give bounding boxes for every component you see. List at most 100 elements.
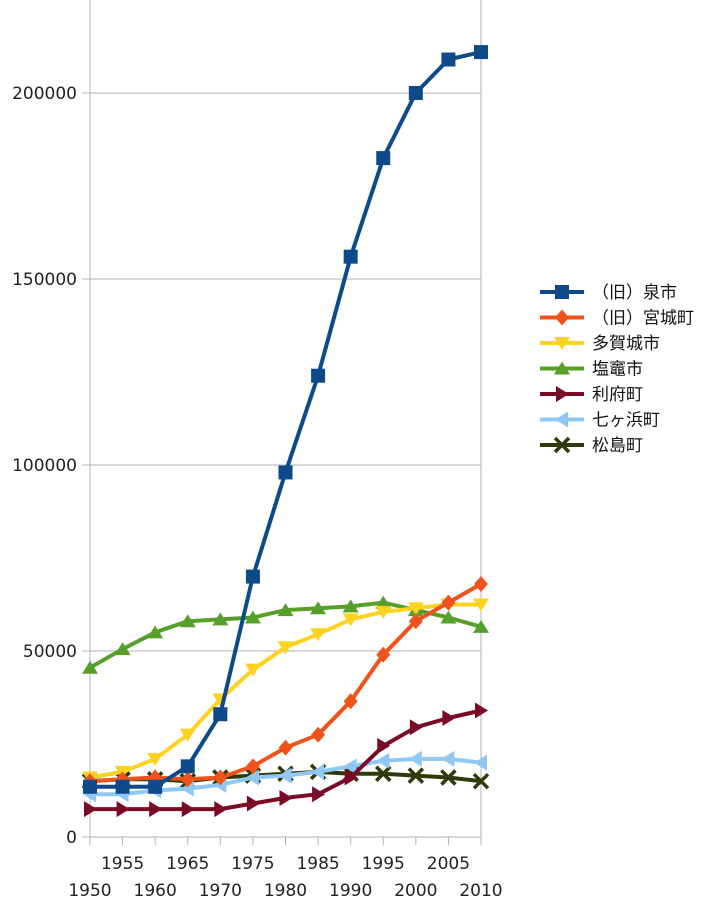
- x-tick-label: 1965: [166, 854, 209, 874]
- data-point: [474, 576, 488, 593]
- data-point: [441, 750, 455, 767]
- data-point: [311, 763, 325, 780]
- data-point: [376, 646, 391, 663]
- y-tick-label: 0: [66, 828, 77, 848]
- x-tick-label: 1960: [134, 881, 177, 901]
- data-point: [278, 739, 293, 756]
- data-point: [310, 628, 327, 642]
- data-point: [213, 769, 228, 786]
- data-point: [277, 603, 294, 617]
- axes: [82, 0, 482, 845]
- legend-label: 松島町: [592, 436, 643, 456]
- data-point: [147, 752, 164, 766]
- legend-item: （旧）泉市: [540, 283, 677, 303]
- data-point: [343, 249, 358, 264]
- data-point: [441, 594, 456, 611]
- legend-label: 七ヶ浜町: [592, 411, 660, 431]
- x-axis-tick-labels: 1955 1965 1975 1985 1995 2005 1950 1960 1970 1980…: [68, 854, 502, 901]
- series-5: [84, 702, 488, 818]
- data-point: [375, 765, 392, 782]
- data-point: [213, 707, 228, 722]
- data-point: [311, 726, 326, 743]
- data-point: [377, 737, 391, 754]
- data-point: [473, 598, 489, 612]
- data-point: [375, 605, 392, 619]
- series-3: [82, 598, 489, 785]
- data-point: [409, 719, 423, 736]
- data-point: [473, 619, 489, 633]
- data-point: [440, 769, 457, 786]
- data-point: [278, 465, 293, 480]
- x-tick-label: 2000: [394, 881, 437, 901]
- data-point: [311, 368, 326, 383]
- legend-marker: [556, 386, 569, 402]
- data-point: [181, 801, 195, 818]
- data-point: [342, 599, 359, 613]
- y-tick-label: 150000: [12, 270, 77, 290]
- data-point: [475, 702, 488, 719]
- data-point: [408, 613, 423, 630]
- data-point: [474, 45, 488, 60]
- data-point: [343, 758, 357, 775]
- data-point: [212, 612, 229, 626]
- data-point: [147, 625, 164, 639]
- data-point: [84, 801, 97, 818]
- data-point: [279, 789, 293, 806]
- data-point: [244, 610, 261, 624]
- data-point: [246, 795, 260, 812]
- x-tick-label: 1985: [296, 854, 339, 874]
- data-point: [277, 641, 294, 655]
- legend-item: 塩竈市: [540, 360, 643, 380]
- data-point: [245, 569, 260, 584]
- data-point: [180, 771, 195, 788]
- data-point: [116, 801, 130, 818]
- data-point: [376, 151, 391, 166]
- legend-item: （旧）宮城町: [540, 309, 694, 329]
- data-point: [179, 614, 196, 628]
- data-point: [179, 728, 196, 742]
- data-point: [149, 801, 163, 818]
- legend-label: （旧）泉市: [592, 283, 677, 303]
- x-tick-label: 1995: [362, 854, 405, 874]
- data-point: [407, 767, 425, 784]
- legend-marker: [555, 309, 569, 326]
- x-tick-label: 2010: [459, 881, 502, 901]
- data-point: [312, 786, 326, 803]
- legend-marker: [555, 411, 568, 428]
- x-tick-label: 1955: [101, 854, 144, 874]
- legend-marker: [554, 337, 570, 350]
- data-point: [442, 709, 456, 726]
- data-point: [214, 801, 228, 818]
- data-point: [472, 772, 490, 790]
- legend-label: 塩竈市: [592, 360, 643, 380]
- data-point: [441, 52, 456, 67]
- legend-label: 利府町: [592, 385, 643, 405]
- x-tick-label: 1970: [199, 881, 242, 901]
- data-point: [278, 767, 292, 784]
- series-line: [88, 50, 483, 789]
- data-point: [407, 602, 424, 616]
- data-point: [244, 663, 261, 677]
- legend-marker: [555, 285, 569, 299]
- legend-label: （旧）宮城町: [592, 309, 694, 329]
- y-tick-label: 50000: [23, 642, 77, 662]
- data-point: [408, 750, 422, 767]
- data-point: [310, 601, 327, 615]
- y-tick-label: 200000: [12, 84, 77, 104]
- data-point: [408, 86, 423, 100]
- legend-item: 松島町: [540, 436, 643, 456]
- data-point: [375, 595, 392, 609]
- grid-lines: [90, 92, 481, 652]
- data-point: [474, 754, 487, 771]
- data-point: [115, 779, 130, 794]
- y-axis-tick-labels: 0 50000 100000 150000 200000: [12, 84, 77, 848]
- legend-item: 利府町: [540, 385, 643, 405]
- legend-marker: [554, 361, 570, 375]
- x-tick-label: 1990: [329, 881, 372, 901]
- x-tick-label: 2005: [427, 854, 470, 874]
- x-tick-label: 1975: [231, 854, 274, 874]
- data-point: [114, 642, 131, 656]
- data-point: [180, 780, 194, 797]
